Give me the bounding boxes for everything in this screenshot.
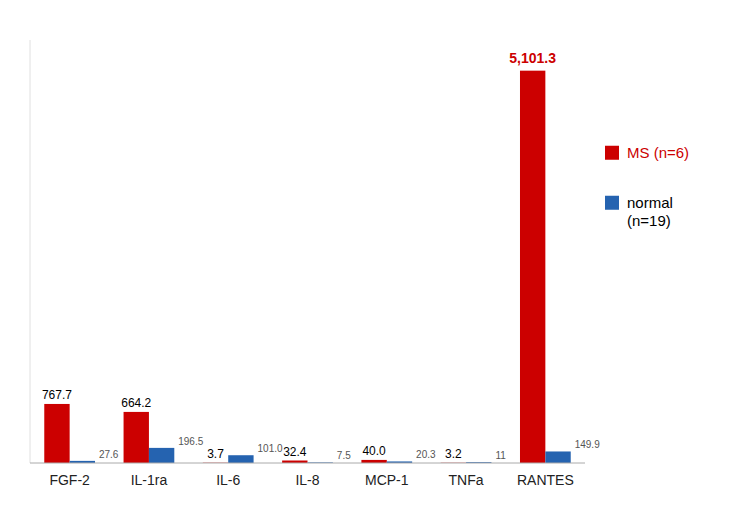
legend-swatch [605,196,619,210]
bar [520,71,545,463]
data-label: 7.5 [337,450,351,461]
data-label: 149.9 [575,439,600,450]
chart-container: 767.7 664.2 3.7 32.4 40.0 3.2 5,101.3 27.6 196.5… [0,0,735,513]
legend-label: normal(n=19) [627,194,673,229]
x-tick-label: TNFa [449,472,484,488]
data-label: 20.3 [416,449,436,460]
legend-swatch [605,146,619,160]
bars [44,71,570,463]
data-label: 767.7 [42,388,72,402]
data-label: 664.2 [121,396,151,410]
data-label: 27.6 [99,449,119,460]
data-labels: 767.7 664.2 3.7 32.4 40.0 3.2 5,101.3 27.6 196.5… [42,50,600,462]
data-label: 101.0 [258,443,283,454]
legend: MS (n=6) normal(n=19) [605,144,689,229]
data-label: 40.0 [362,444,386,458]
data-label: 5,101.3 [509,50,556,66]
x-tick-label: IL-8 [295,472,319,488]
chart: 767.7 664.2 3.7 32.4 40.0 3.2 5,101.3 27.6 196.5… [0,0,735,513]
x-tick-label: IL-1ra [131,472,168,488]
data-label: 196.5 [178,436,203,447]
bar [124,412,149,463]
x-tick-label: FGF-2 [49,472,90,488]
data-label: 32.4 [283,445,307,459]
x-tick-label: IL-6 [216,472,240,488]
x-ticks: FGF-2 IL-1ra IL-6 IL-8 MCP-1 TNFa RANTES [49,472,573,488]
bar [545,451,570,463]
x-tick-label: MCP-1 [365,472,409,488]
x-tick-label: RANTES [517,472,574,488]
legend-label: MS (n=6) [627,144,689,161]
bar [44,404,69,463]
data-label: 3.2 [445,447,462,461]
y-range-line [30,40,31,463]
data-label: 11 [495,450,506,461]
bar [228,455,253,463]
bar [149,448,174,463]
data-label: 3.7 [207,447,224,461]
x-axis-line [30,463,585,464]
